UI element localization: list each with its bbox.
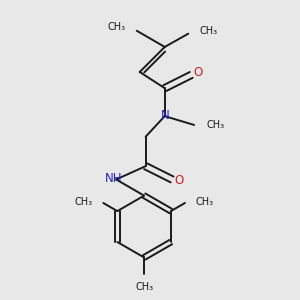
- Text: O: O: [193, 66, 202, 79]
- Text: CH₃: CH₃: [107, 22, 126, 32]
- Text: CH₃: CH₃: [206, 120, 225, 130]
- Text: N: N: [161, 109, 170, 122]
- Text: CH₃: CH₃: [195, 196, 213, 206]
- Text: CH₃: CH₃: [75, 196, 93, 206]
- Text: CH₃: CH₃: [135, 283, 153, 292]
- Text: O: O: [174, 174, 183, 188]
- Text: CH₃: CH₃: [200, 26, 217, 36]
- Text: NH: NH: [104, 172, 122, 185]
